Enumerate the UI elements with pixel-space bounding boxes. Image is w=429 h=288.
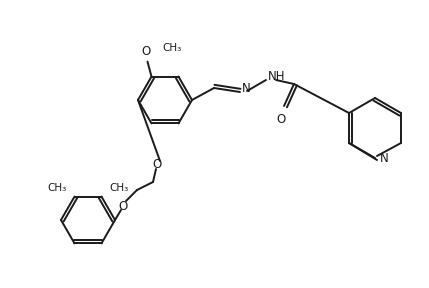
Text: O: O bbox=[142, 45, 151, 58]
Text: CH₃: CH₃ bbox=[163, 43, 182, 53]
Text: N: N bbox=[242, 82, 251, 96]
Text: CH₃: CH₃ bbox=[109, 183, 129, 193]
Text: O: O bbox=[276, 113, 286, 126]
Text: N: N bbox=[380, 151, 389, 164]
Text: O: O bbox=[118, 200, 127, 213]
Text: CH₃: CH₃ bbox=[47, 183, 66, 193]
Text: NH: NH bbox=[268, 69, 286, 82]
Text: O: O bbox=[152, 158, 162, 170]
